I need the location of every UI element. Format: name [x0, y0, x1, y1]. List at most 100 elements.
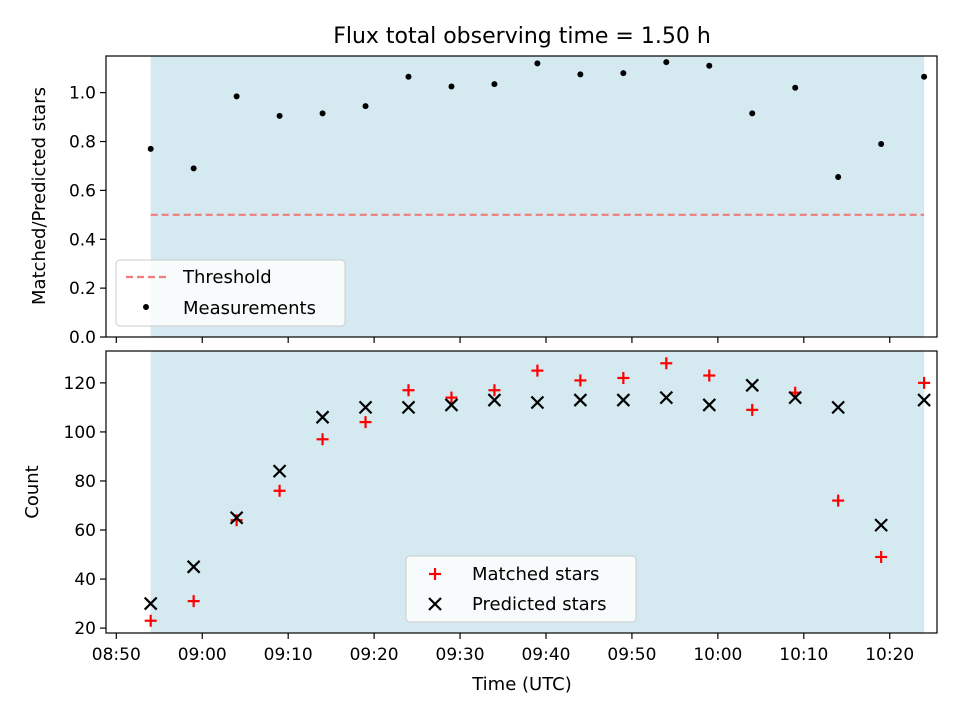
measurement-point: [362, 103, 369, 110]
measurement-point: [749, 110, 756, 117]
top-y-tick-label: 0.8: [69, 133, 96, 153]
top-legend: Threshold Measurements: [115, 259, 346, 327]
predicted-legend-swatch: [428, 597, 442, 611]
measurement-point: [190, 165, 197, 172]
bottom-x-tick-label: 09:50: [607, 645, 656, 665]
predicted-point: [444, 398, 459, 412]
predicted-marker: [428, 597, 442, 611]
bottom-x-tick-label: 09:30: [436, 645, 485, 665]
measurement-point: [405, 73, 412, 80]
predicted-point: [745, 378, 760, 393]
measurement-point: [921, 73, 928, 80]
matched-point: [703, 369, 716, 382]
predicted-point: [530, 395, 545, 410]
bottom-y-tick-label: 120: [64, 374, 96, 394]
measurement-point: [835, 173, 842, 180]
matched-point: [187, 595, 200, 608]
bottom-x-tick-label: 10:10: [779, 645, 828, 665]
bottom-plot-frame: [105, 350, 938, 634]
top-y-tick-label: 1.0: [69, 84, 96, 104]
top-y-axis-label: Matched/Predicted stars: [29, 87, 50, 305]
predicted-point: [659, 390, 674, 405]
matched-point: [144, 614, 157, 627]
matched-point: [660, 357, 673, 370]
bottom-y-axis-label: Count: [22, 465, 43, 518]
measurement-point: [491, 81, 498, 88]
bottom-x-tick-label: 09:40: [521, 645, 570, 665]
predicted-point: [917, 393, 931, 407]
bottom-x-tick-label: 09:20: [350, 645, 399, 665]
ratio-panel: 0.0 0.2 0.4 0.6 0.8 1.0 Matched/Predicted sta…: [29, 55, 938, 348]
matched-legend-swatch: [429, 568, 441, 580]
matched-point: [832, 494, 845, 507]
bottom-x-tick-label: 08:50: [92, 645, 141, 665]
matched-marker: [429, 568, 441, 580]
top-plot-frame: [105, 55, 938, 338]
top-y-axis: 0.0 0.2 0.4 0.6 0.8 1.0: [69, 84, 106, 348]
measurement-point: [878, 140, 885, 147]
measurement-point: [663, 59, 670, 66]
matched-point: [746, 403, 759, 416]
top-x-ticks: [115, 337, 891, 343]
measurements-legend-label: Measurements: [183, 298, 316, 319]
count-points: [143, 357, 931, 627]
top-y-tick-label: 0.0: [69, 328, 96, 348]
predicted-point: [401, 400, 416, 415]
matched-point: [316, 433, 329, 446]
x-axis-label: Time (UTC): [471, 674, 572, 695]
predicted-point: [229, 510, 244, 525]
predicted-point: [874, 518, 888, 532]
bottom-y-tick-label: 100: [64, 423, 96, 443]
bottom-y-tick-label: 80: [74, 472, 96, 492]
predicted-point: [315, 410, 330, 424]
matched-point: [488, 384, 501, 397]
measurement-point: [792, 84, 799, 91]
predicted-point: [143, 596, 158, 611]
measurement-point: [534, 60, 541, 67]
predicted-point: [573, 393, 588, 407]
top-y-tick-label: 0.4: [69, 230, 96, 250]
measurement-point: [233, 93, 240, 100]
measurement-point: [319, 110, 326, 117]
bottom-x-tick-label: 10:20: [865, 645, 914, 665]
count-panel: 20 40 60 80 100 120 08:50 09:00 09:10 09:20 09:30…: [22, 350, 938, 695]
matched-point: [402, 384, 415, 397]
bottom-y-axis: 20 40 60 80 100 120: [64, 374, 106, 639]
measurement-point: [706, 62, 713, 69]
measurement-point: [620, 70, 627, 77]
predicted-point: [788, 390, 802, 405]
top-legend-box: [115, 259, 346, 327]
predicted-point: [702, 398, 717, 412]
measurement-points: [147, 59, 928, 180]
matched-point: [273, 484, 286, 497]
measurement-point: [577, 71, 584, 78]
matched-point: [574, 374, 587, 387]
predicted-point: [272, 464, 287, 478]
bottom-x-axis: 08:50 09:00 09:10 09:20 09:30 09:40 09:50 10:00…: [92, 633, 914, 665]
bottom-x-tick-label: 10:00: [693, 645, 742, 665]
bottom-legend: Matched stars Predicted stars: [405, 555, 637, 623]
measurement-point: [276, 112, 283, 119]
bottom-x-tick-label: 09:10: [264, 645, 313, 665]
matched-legend-label: Matched stars: [472, 564, 599, 585]
matched-point: [918, 376, 931, 389]
predicted-point: [487, 393, 502, 407]
bottom-y-tick-label: 20: [74, 619, 96, 639]
top-y-tick-label: 0.2: [69, 279, 96, 299]
matched-point: [531, 364, 544, 377]
matched-point: [875, 550, 888, 563]
matched-point: [617, 371, 630, 384]
bottom-legend-box: [405, 555, 637, 623]
bottom-y-tick-label: 60: [74, 521, 96, 541]
predicted-point: [831, 400, 845, 415]
threshold-legend-label: Threshold: [182, 267, 272, 288]
predicted-point: [358, 400, 373, 415]
measurement-point: [147, 145, 154, 152]
chart-title: Flux total observing time = 1.50 h: [333, 24, 711, 49]
top-y-tick-label: 0.6: [69, 181, 96, 201]
bottom-y-tick-label: 40: [74, 570, 96, 590]
predicted-point: [616, 393, 631, 407]
predicted-legend-label: Predicted stars: [472, 594, 606, 615]
